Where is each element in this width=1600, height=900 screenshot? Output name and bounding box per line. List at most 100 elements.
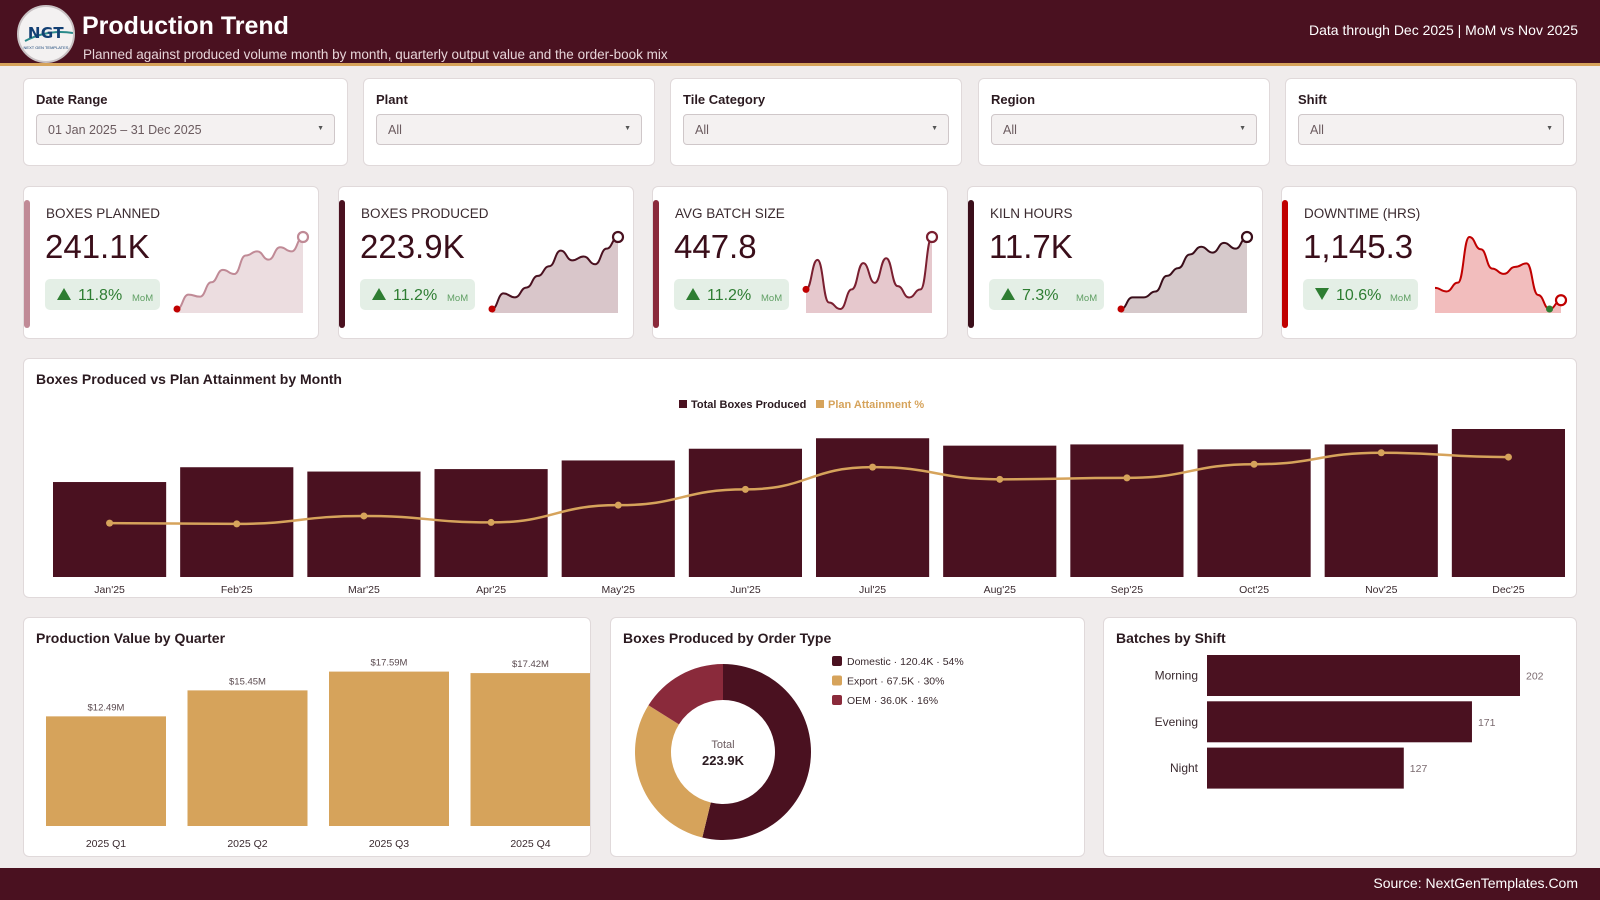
x-tick-label: Jan'25	[94, 584, 125, 596]
donut-center-value: 223.9K	[702, 753, 745, 768]
kpi-delta-badge: 11.2% MoM	[360, 279, 475, 310]
bar-boxes-produced	[1197, 449, 1311, 577]
monthly-production-panel: Boxes Produced vs Plan Attainment by Mon…	[23, 358, 1577, 598]
shift-dropdown[interactable]: All ▼	[1298, 114, 1564, 145]
legend-swatch	[832, 675, 842, 686]
kpi-accent-bar	[653, 200, 659, 328]
x-tick-label: Jun'25	[730, 584, 761, 596]
triangle-down-icon	[1315, 288, 1329, 300]
kpi-delta: 11.2%	[393, 287, 438, 304]
donut-slice-export	[635, 705, 711, 838]
data-label: 171	[1478, 717, 1496, 729]
region-dropdown[interactable]: All ▼	[991, 114, 1257, 145]
sparkline-low-point	[173, 305, 181, 313]
kpi-sparkline	[488, 230, 625, 313]
legend-item-plan-attainment: Plan Attainment %	[816, 399, 924, 411]
footer-bar: Source: NextGenTemplates.Com	[0, 868, 1600, 900]
data-label: 202	[1526, 671, 1544, 683]
monthly-combo-chart: Jan'25 Feb'25 Mar'25 Apr'25 May'25 Jun'25 Jul'…	[52, 429, 1566, 596]
x-tick-label: Mar'25	[348, 584, 380, 596]
bar-shift-batches	[1207, 747, 1404, 789]
trend-arrow-icon	[686, 288, 700, 300]
kpi-label: DOWNTIME (HRS)	[1304, 206, 1421, 221]
bar-boxes-produced	[1451, 429, 1566, 577]
triangle-up-icon	[57, 288, 71, 300]
kpi-accent-bar	[24, 200, 30, 328]
triangle-up-icon	[372, 288, 386, 300]
bar-quarter-value	[329, 671, 449, 826]
bar-quarter-value	[187, 690, 308, 826]
filter-region: Region All ▼	[978, 78, 1270, 166]
bar-boxes-produced	[307, 471, 421, 577]
kpi-value: 447.8	[674, 228, 757, 265]
data-through-label: Data through Dec 2025 | MoM vs Nov 2025	[1308, 22, 1578, 38]
kpi-delta-badge: 7.3% MoM	[989, 279, 1104, 310]
plan-attainment-point	[106, 519, 114, 527]
sparkline-low-point	[802, 285, 810, 293]
plan-attainment-point	[1123, 474, 1131, 482]
plan-attainment-point	[1504, 453, 1512, 461]
filter-shift: Shift All ▼	[1285, 78, 1577, 166]
plan-attainment-point	[614, 501, 622, 509]
quarterly-value-panel: Production Value by Quarter $12.49M 2025 …	[23, 617, 591, 857]
plan-attainment-point	[1377, 449, 1385, 457]
data-label: 127	[1410, 763, 1428, 775]
plan-attainment-line	[109, 451, 1509, 526]
kpi-mom-label: MoM	[1076, 293, 1098, 304]
kpi-mom-label: MoM	[132, 293, 154, 304]
kpi-label: KILN HOURS	[990, 206, 1073, 221]
shift-batches-panel: Batches by Shift Morning 202 Evening 171 Nig…	[1103, 617, 1577, 857]
date-range-dropdown[interactable]: 01 Jan 2025 – 31 Dec 2025 ▼	[36, 114, 335, 145]
plan-attainment-point	[360, 512, 368, 520]
filter-value: All	[1003, 123, 1017, 137]
chevron-down-icon: ▼	[931, 125, 938, 132]
order-type-donut-chart: Total 223.9K Domestic · 120.4K · 54% Export…	[635, 656, 964, 840]
page-title: Production Trend	[82, 12, 289, 40]
kpi-accent-bar	[339, 200, 345, 328]
trend-arrow-icon	[57, 288, 71, 300]
data-label: $12.49M	[88, 702, 125, 713]
legend-item-boxes-produced: Total Boxes Produced	[679, 399, 806, 411]
kpi-mom-label: MoM	[761, 293, 783, 304]
chevron-down-icon: ▼	[1239, 125, 1246, 132]
sparkline-line	[176, 236, 304, 310]
tile-category-dropdown[interactable]: All ▼	[683, 114, 949, 145]
chevron-down-icon: ▼	[1546, 125, 1553, 132]
kpi-label: BOXES PLANNED	[46, 206, 161, 221]
logo-swoosh-icon	[24, 31, 73, 42]
panel-title: Production Value by Quarter	[36, 630, 226, 646]
legend-swatch	[679, 400, 687, 408]
kpi-delta-badge: 11.8% MoM	[45, 279, 160, 310]
brand-logo: NGT NEXT GEN TEMPLATES	[17, 5, 75, 63]
x-tick-label: 2025 Q1	[86, 838, 126, 850]
panel-title: Batches by Shift	[1116, 630, 1226, 646]
kpi-delta-badge: 10.6% MoM	[1303, 279, 1418, 310]
sparkline-end-point	[925, 230, 939, 244]
filter-value: 01 Jan 2025 – 31 Dec 2025	[48, 123, 202, 137]
x-tick-label: Aug'25	[984, 584, 1017, 596]
kpi-card-avg-batch-size: AVG BATCH SIZE 447.8 11.2% MoM	[652, 186, 948, 339]
sparkline-line	[1120, 236, 1248, 310]
x-tick-label: Dec'25	[1492, 584, 1525, 596]
filter-tile-category: Tile Category All ▼	[670, 78, 962, 166]
triangle-up-icon	[686, 288, 700, 300]
donut-center-label: Total	[711, 739, 734, 751]
bar-boxes-produced	[52, 482, 167, 577]
kpi-card-boxes-produced: BOXES PRODUCED 223.9K 11.2% MoM	[338, 186, 634, 339]
plan-attainment-point	[996, 475, 1004, 483]
kpi-sparkline	[802, 230, 939, 313]
sparkline-line	[1434, 235, 1562, 311]
plant-dropdown[interactable]: All ▼	[376, 114, 642, 145]
logo-subtext: NEXT GEN TEMPLATES	[23, 45, 69, 50]
kpi-label: AVG BATCH SIZE	[675, 206, 785, 221]
page-subtitle: Planned against produced volume month by…	[83, 47, 668, 62]
kpi-value: 1,145.3	[1303, 228, 1414, 265]
x-tick-label: 2025 Q4	[510, 838, 550, 850]
x-tick-label: Nov'25	[1365, 584, 1398, 596]
sparkline-low-point	[488, 305, 496, 313]
legend-label: Domestic · 120.4K · 54%	[847, 656, 964, 668]
bar-quarter-value	[46, 716, 166, 826]
kpi-sparkline	[1434, 235, 1568, 313]
sparkline-area	[177, 237, 303, 313]
x-tick-label: Sep'25	[1111, 584, 1144, 596]
